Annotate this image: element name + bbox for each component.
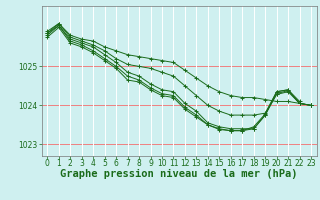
X-axis label: Graphe pression niveau de la mer (hPa): Graphe pression niveau de la mer (hPa) xyxy=(60,169,298,179)
